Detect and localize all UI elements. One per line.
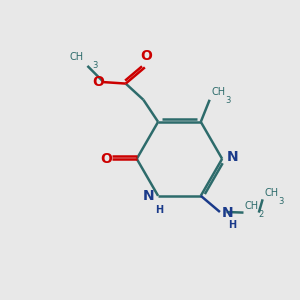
Text: N: N <box>221 206 233 220</box>
Text: H: H <box>228 220 236 230</box>
Text: 3: 3 <box>93 61 98 70</box>
Text: 3: 3 <box>278 197 283 206</box>
Text: 3: 3 <box>225 97 230 106</box>
Text: O: O <box>140 49 152 63</box>
Text: N: N <box>226 150 238 164</box>
Text: CH: CH <box>70 52 84 62</box>
Text: 2: 2 <box>259 210 264 219</box>
Text: CH: CH <box>211 87 225 98</box>
Text: H: H <box>155 205 164 214</box>
Text: O: O <box>100 152 112 166</box>
Text: O: O <box>92 75 104 89</box>
Text: CH: CH <box>245 201 259 211</box>
Text: N: N <box>143 189 154 203</box>
Text: CH: CH <box>264 188 278 198</box>
